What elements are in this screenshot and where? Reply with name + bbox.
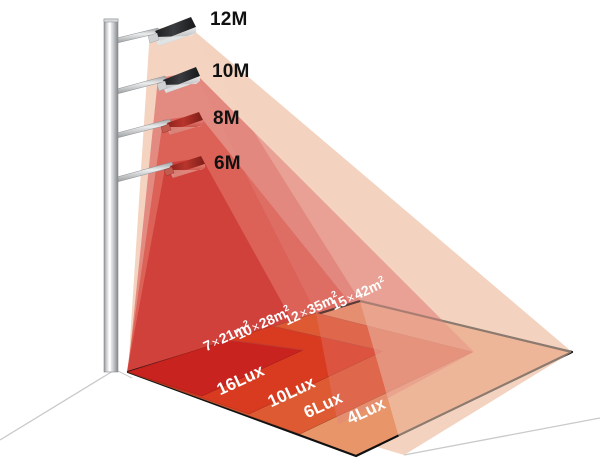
luminaire-8m — [160, 112, 203, 135]
beam-overlay-10m — [194, 72, 474, 425]
beam-overlay-on-ground — [186, 24, 572, 455]
luminaire-10m — [156, 67, 200, 93]
beam-cone-6m — [127, 158, 305, 383]
pole-highlight — [108, 20, 112, 371]
ground-line-right — [403, 417, 600, 456]
beam-overlay-12m — [186, 24, 572, 455]
luminaire-6m — [163, 156, 205, 178]
ground-line-left — [0, 370, 114, 441]
luminaire-12m — [147, 17, 196, 46]
footprint-seam-mid — [271, 325, 384, 352]
footprint-seam-inner — [227, 339, 304, 351]
light-pole-group — [103, 18, 174, 373]
pole-cap — [103, 18, 119, 23]
